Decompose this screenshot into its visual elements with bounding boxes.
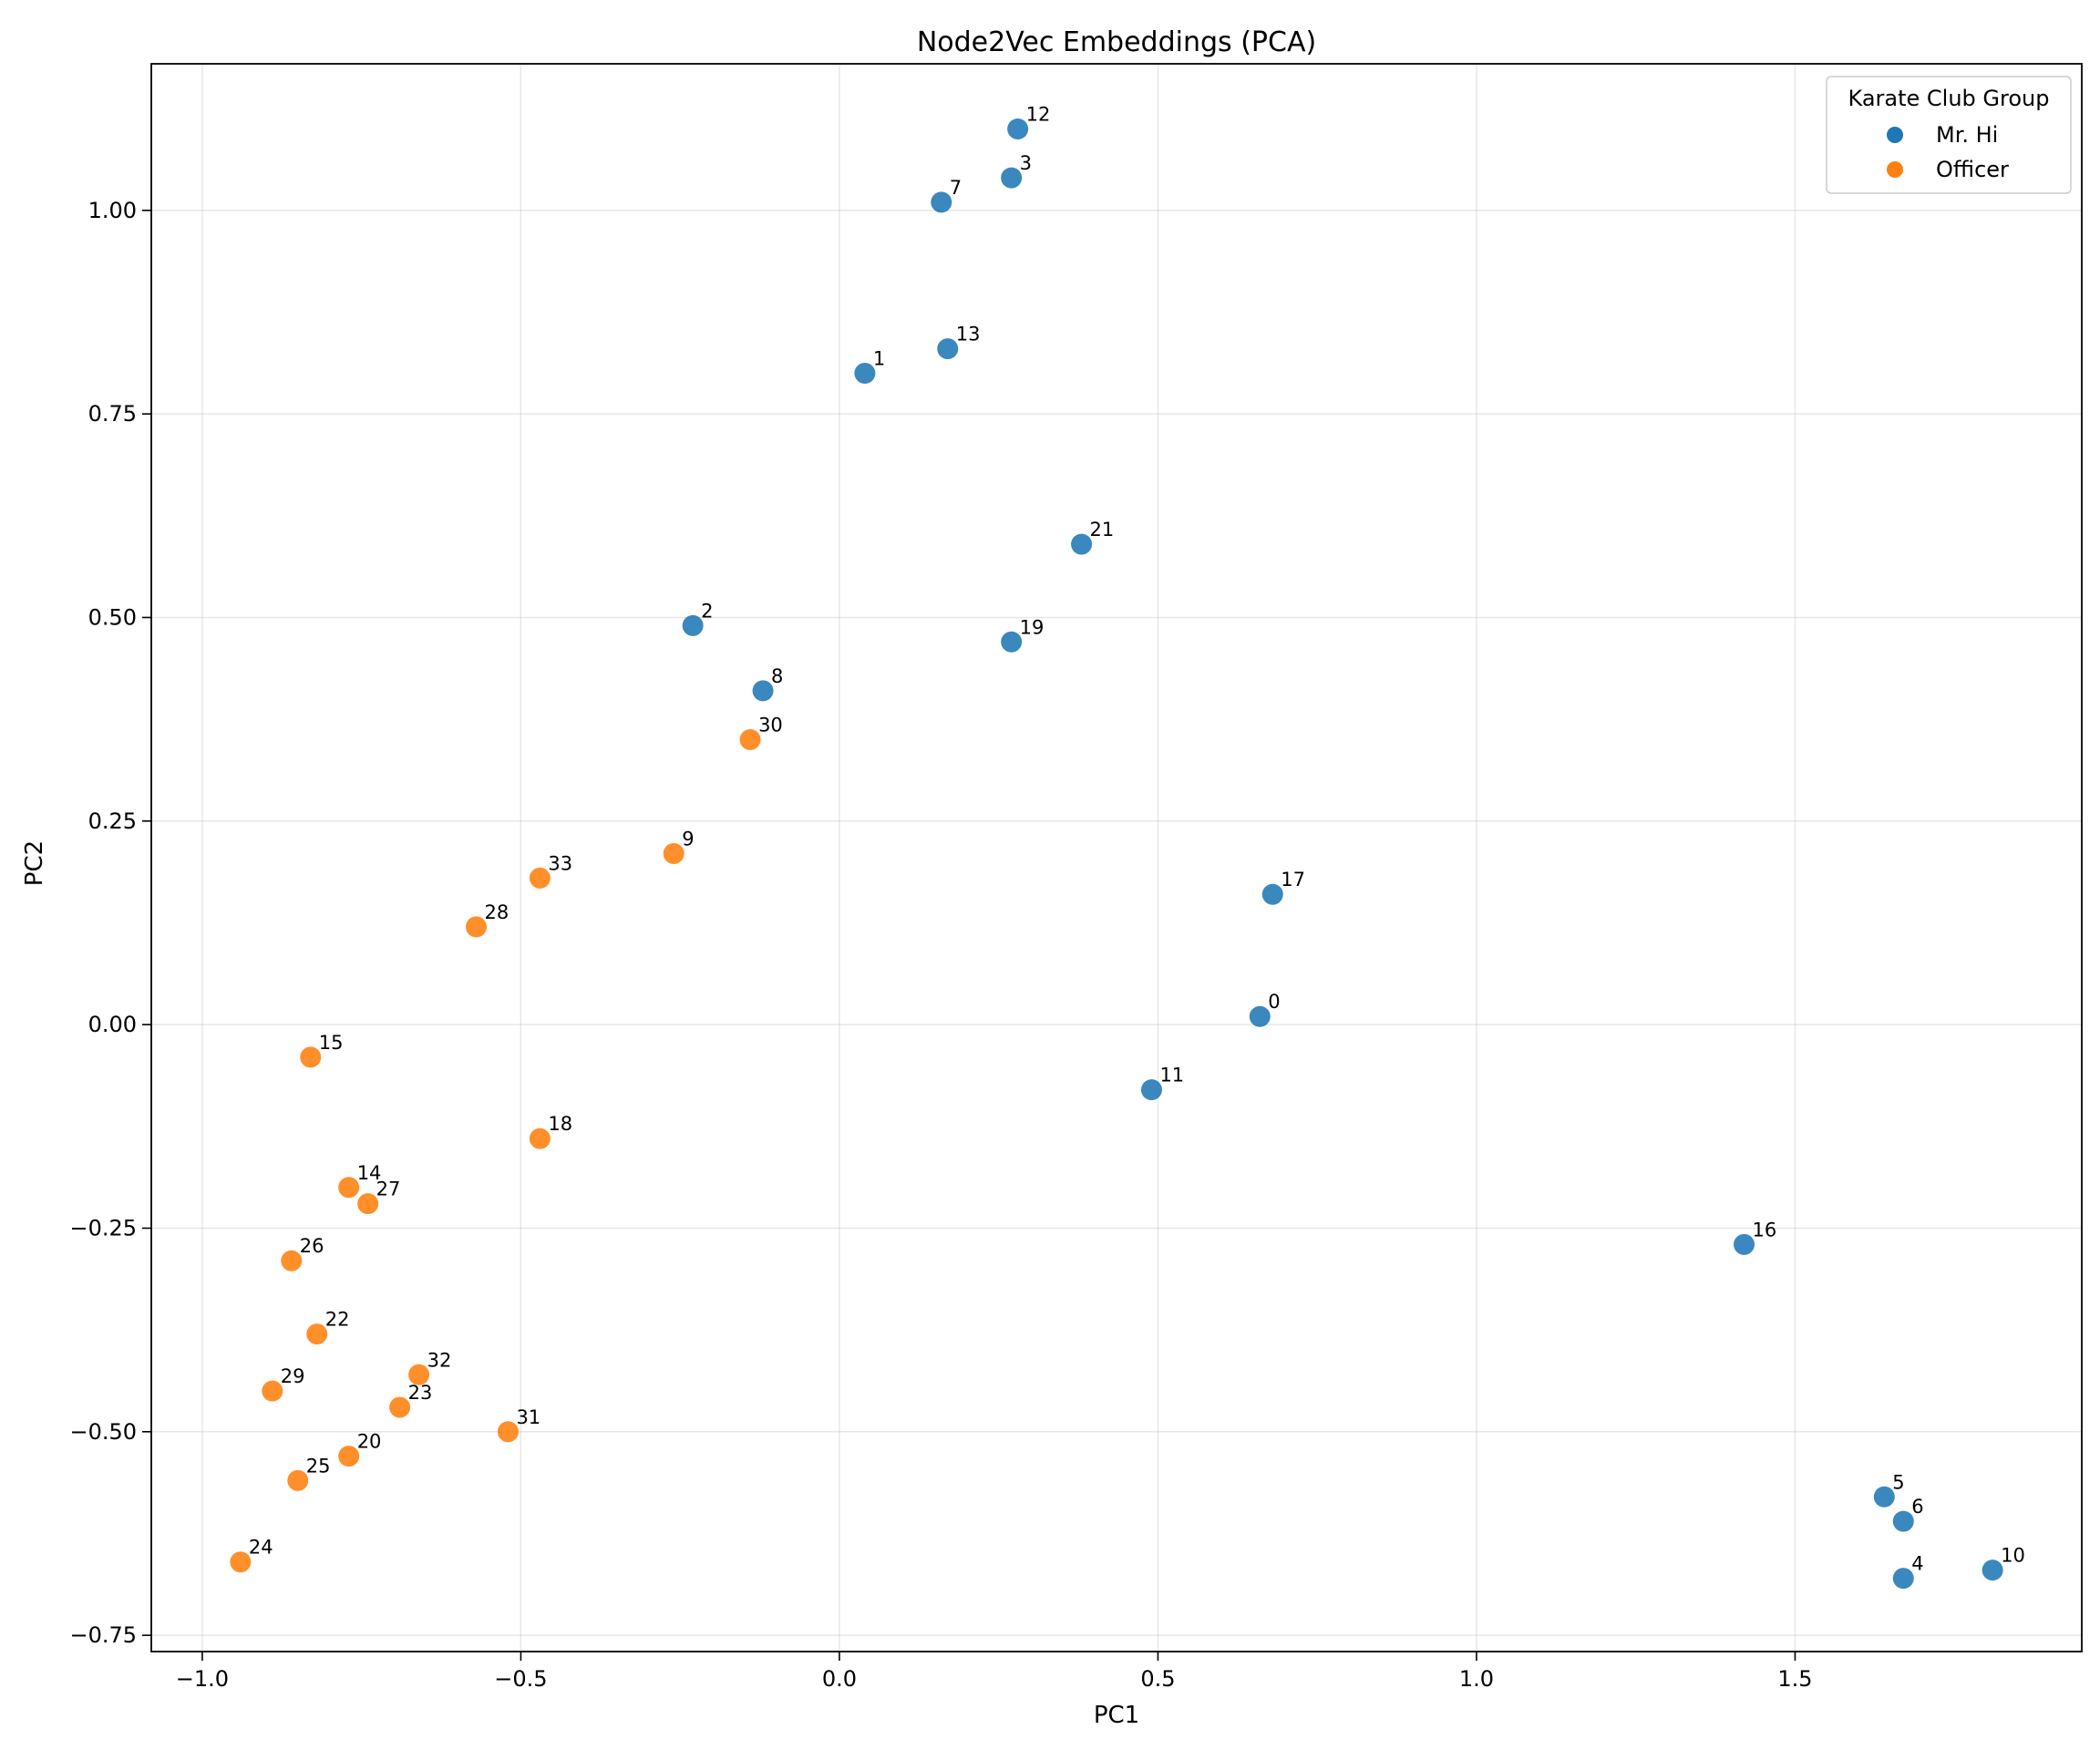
x-tick-label: 0.0 (822, 1666, 857, 1692)
point-label: 3 (1020, 152, 1032, 174)
point-mr-hi (1261, 883, 1283, 905)
point-label: 33 (548, 852, 572, 874)
y-tick-label: 1.00 (88, 198, 137, 223)
point-officer (357, 1193, 379, 1215)
point-officer (338, 1446, 360, 1467)
point-mr-hi (1734, 1233, 1755, 1255)
point-label: 16 (1753, 1219, 1777, 1240)
point-label: 29 (281, 1365, 305, 1387)
point-officer (338, 1177, 360, 1199)
point-label: 5 (1892, 1471, 1904, 1493)
axes: −1.0 −0.5 0.0 0.5 1.0 1.5 −0.75 −0.50 −0.25 0.00 0… (69, 63, 2083, 1692)
point-label: 32 (427, 1349, 452, 1371)
point-label: 22 (325, 1309, 350, 1331)
data-points (230, 118, 2003, 1590)
point-mr-hi (1249, 1005, 1271, 1027)
y-tick-label: −0.25 (69, 1215, 137, 1240)
point-label: 15 (319, 1032, 344, 1054)
grid (151, 64, 2082, 1652)
point-officer (739, 728, 761, 750)
plot-frame (150, 63, 2083, 1652)
point-mr-hi (1873, 1486, 1895, 1508)
point-label: 26 (300, 1235, 324, 1257)
point-label: 21 (1090, 519, 1115, 540)
legend-marker-officer (1887, 161, 1903, 178)
point-label: 24 (249, 1537, 273, 1559)
point-officer (497, 1421, 519, 1443)
y-tick-label: 0.25 (88, 808, 137, 834)
point-mr-hi (1140, 1079, 1162, 1101)
point-mr-hi (682, 614, 704, 636)
point-mr-hi (1001, 167, 1023, 189)
point-officer (300, 1046, 322, 1068)
y-tick-label: 0.50 (88, 604, 137, 630)
point-label: 31 (516, 1406, 540, 1428)
point-mr-hi (931, 191, 952, 213)
chart-title: Node2Vec Embeddings (PCA) (917, 26, 1316, 58)
point-label: 28 (484, 901, 509, 923)
point-label: 27 (376, 1179, 401, 1200)
point-mr-hi (1892, 1510, 1914, 1532)
x-tick-label: 1.0 (1459, 1666, 1494, 1692)
point-officer (465, 916, 487, 938)
point-mr-hi (1007, 118, 1029, 139)
point-label: 18 (548, 1113, 572, 1135)
x-axis-label: PC1 (1094, 1702, 1139, 1729)
point-label: 13 (956, 324, 981, 345)
point-officer (408, 1364, 430, 1385)
point-label: 7 (950, 177, 962, 199)
point-officer (281, 1250, 303, 1271)
point-label: 10 (2001, 1545, 2025, 1567)
point-officer (529, 867, 551, 889)
legend-label-officer: Officer (1936, 157, 2009, 182)
point-officer (287, 1469, 309, 1491)
point-officer (262, 1380, 283, 1402)
y-axis-label: PC2 (21, 840, 48, 886)
y-tick-label: −0.75 (69, 1622, 137, 1648)
point-labels: 0123456781011121316171921914151820222324… (249, 103, 2025, 1574)
point-label: 12 (1026, 103, 1051, 125)
x-tick-label: −1.0 (176, 1666, 229, 1692)
point-label: 0 (1268, 991, 1280, 1013)
legend-marker-mr-hi (1887, 127, 1903, 143)
point-officer (529, 1127, 551, 1149)
x-tick-label: −0.5 (494, 1666, 547, 1692)
point-label: 6 (1911, 1496, 1923, 1518)
point-label: 1 (873, 347, 885, 369)
y-tick-label: 0.75 (88, 401, 137, 427)
point-label: 11 (1159, 1065, 1184, 1086)
x-tick-label: 0.5 (1140, 1666, 1175, 1692)
point-mr-hi (1001, 631, 1023, 653)
point-label: 17 (1281, 869, 1305, 890)
point-label: 25 (306, 1455, 331, 1477)
legend-label-mr-hi: Mr. Hi (1936, 122, 1998, 148)
point-officer (306, 1323, 328, 1345)
legend-title: Karate Club Group (1848, 86, 2050, 111)
x-tick-label: 1.5 (1777, 1666, 1812, 1692)
legend: Karate Club Group Mr. Hi Officer (1826, 76, 2072, 194)
point-label: 9 (682, 829, 694, 850)
point-label: 20 (357, 1431, 382, 1453)
y-tick-label: 0.00 (88, 1012, 137, 1037)
point-label: 14 (357, 1162, 382, 1184)
point-label: 4 (1911, 1553, 1923, 1575)
point-label: 8 (771, 665, 783, 687)
legend-box (1826, 76, 2072, 194)
point-label: 23 (408, 1382, 433, 1404)
point-mr-hi (1982, 1560, 2003, 1581)
point-label: 19 (1020, 616, 1045, 638)
point-label: 30 (758, 714, 783, 736)
point-label: 2 (701, 600, 713, 622)
point-officer (663, 843, 685, 865)
point-officer (389, 1396, 411, 1418)
point-officer (230, 1551, 252, 1573)
point-mr-hi (1071, 533, 1093, 555)
y-tick-label: −0.50 (69, 1419, 137, 1445)
point-mr-hi (1892, 1568, 1914, 1590)
point-mr-hi (937, 338, 959, 360)
point-mr-hi (854, 362, 876, 384)
point-mr-hi (752, 680, 774, 702)
